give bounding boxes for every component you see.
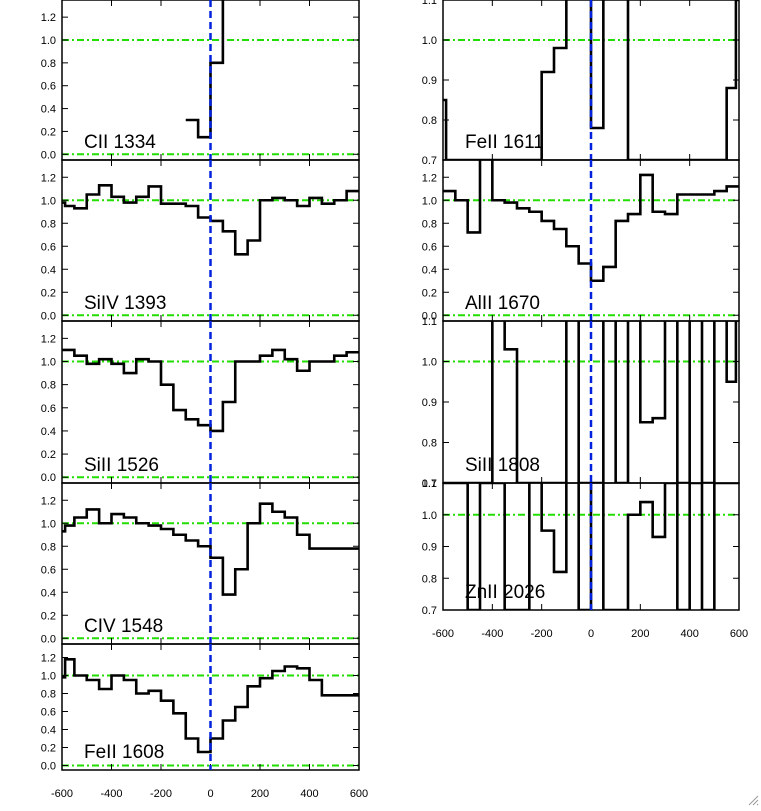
y-tick-label: 0.4 <box>41 587 56 599</box>
y-tick-label: 1.0 <box>422 35 437 47</box>
panel-siii-1526: 0.0 0.2 0.4 0.6 0.8 1.0 1.2 SiII 1526 <box>41 320 360 484</box>
panel-label: SiIV 1393 <box>84 293 166 314</box>
panel-label: FeII 1608 <box>84 742 164 763</box>
x-tick-label: 400 <box>680 628 698 640</box>
y-tick-label: 0.0 <box>41 472 56 484</box>
y-tick-label: 1.2 <box>422 172 437 184</box>
spectrum-series <box>62 502 359 596</box>
y-tick-label: 0.4 <box>41 725 56 737</box>
y-tick-label: 0.8 <box>41 218 56 230</box>
y-tick-label: 0.6 <box>41 707 56 719</box>
panel-znii-2026: 0.7 0.8 0.9 1.0 1.1 ZnII 2026 -600 -400 -200 0 200… <box>422 478 748 640</box>
panel-alii-1670: 0.0 0.2 0.4 0.6 0.8 1.0 1.2 AlII 1670 <box>422 159 740 322</box>
panel-label: SiII 1526 <box>84 455 159 476</box>
y-tick-label: 0.8 <box>422 115 437 127</box>
y-tick-label: 1.0 <box>41 357 56 369</box>
x-tick-label: -600 <box>432 628 454 640</box>
panel-label: ZnII 2026 <box>465 582 545 603</box>
panel-label: SiII 1808 <box>465 455 540 476</box>
y-tick-label: 0.9 <box>422 397 437 409</box>
x-tick-label: -600 <box>51 788 73 800</box>
panel-cii-1334: 0.0 0.2 0.4 0.6 0.8 1.0 1.2 CII 1334 <box>41 0 360 161</box>
panel-label: FeII 1611 <box>465 132 544 153</box>
y-tick-label: 0.7 <box>422 155 437 167</box>
y-tick-label: 0.4 <box>422 264 437 276</box>
y-tick-label: 0.7 <box>422 478 437 490</box>
y-tick-label: 0.0 <box>41 310 56 322</box>
y-tick-label: 1.2 <box>41 333 56 345</box>
y-tick-label: 1.2 <box>41 12 56 24</box>
y-tick-label: 0.2 <box>41 449 56 461</box>
y-tick-label: 0.7 <box>422 605 437 617</box>
y-tick-label: 1.0 <box>422 357 437 369</box>
y-tick-label: 1.0 <box>41 518 56 530</box>
x-tick-label: 600 <box>350 788 368 800</box>
y-tick-label: 0.2 <box>41 287 56 299</box>
panel-siiv-1393: 0.0 0.2 0.4 0.6 0.8 1.0 1.2 SiIV 1393 <box>41 159 360 322</box>
x-tick-label: 0 <box>207 788 213 800</box>
panel-feii-1608: 0.0 0.2 0.4 0.6 0.8 1.0 1.2 FeII 1608 -600 -400 -2… <box>41 643 368 800</box>
y-tick-label: 0.4 <box>41 426 56 438</box>
x-tick-label: -400 <box>481 628 503 640</box>
x-tick-label: 0 <box>588 628 594 640</box>
panel-siii-1808: 0.7 0.8 0.9 1.0 1.1 SiII 1808 <box>422 316 740 490</box>
y-tick-label: 0.8 <box>41 689 56 701</box>
panel-label: CIV 1548 <box>84 616 163 637</box>
y-tick-label: 0.8 <box>41 541 56 553</box>
y-tick-label: 0.8 <box>422 218 437 230</box>
y-tick-label: 0.0 <box>41 761 56 773</box>
spectrum-series <box>185 0 225 139</box>
y-tick-label: 0.6 <box>422 241 437 253</box>
y-tick-label: 0.9 <box>422 75 437 87</box>
spectrum-series <box>62 348 359 433</box>
y-tick-label: 0.9 <box>422 542 437 554</box>
y-tick-label: 0.2 <box>422 287 437 299</box>
y-tick-label: 0.6 <box>41 81 56 93</box>
x-tick-label: 600 <box>730 628 748 640</box>
y-tick-label: 0.6 <box>41 241 56 253</box>
y-tick-label: 1.0 <box>41 671 56 683</box>
y-tick-label: 0.8 <box>422 438 437 450</box>
panel-feii-1611: 0.7 0.8 0.9 1.0 1.1 FeII 1611 <box>422 0 740 167</box>
x-tick-label: -200 <box>531 628 553 640</box>
x-tick-label: 200 <box>251 788 269 800</box>
y-tick-label: 1.0 <box>422 195 437 207</box>
spectrum-series <box>443 321 738 483</box>
y-tick-label: 1.1 <box>422 0 437 7</box>
y-tick-label: 0.2 <box>41 126 56 138</box>
x-tick-label: 400 <box>300 788 318 800</box>
spectrum-series <box>443 483 739 610</box>
resize-grip-icon[interactable] <box>747 793 759 806</box>
y-tick-label: 1.1 <box>422 316 437 328</box>
y-tick-label: 1.0 <box>41 35 56 47</box>
x-tick-label: -200 <box>150 788 172 800</box>
panel-label: AlII 1670 <box>465 293 540 314</box>
y-tick-label: 1.2 <box>41 653 56 665</box>
spectrum-series <box>443 160 739 283</box>
y-tick-label: 0.4 <box>41 264 56 276</box>
y-tick-label: 1.2 <box>41 172 56 184</box>
x-tick-label: -400 <box>100 788 122 800</box>
y-tick-label: 0.8 <box>41 380 56 392</box>
y-tick-label: 0.0 <box>422 310 437 322</box>
y-tick-label: 1.0 <box>422 510 437 522</box>
y-tick-label: 0.4 <box>41 104 56 116</box>
spectrum-series <box>443 0 739 160</box>
y-tick-label: 1.1 <box>422 478 437 490</box>
y-tick-label: 0.0 <box>41 149 56 161</box>
y-tick-label: 0.8 <box>41 58 56 70</box>
y-tick-label: 0.6 <box>41 403 56 415</box>
y-tick-label: 0.8 <box>422 573 437 585</box>
y-tick-label: 1.0 <box>41 195 56 207</box>
spectrum-series <box>62 658 359 754</box>
panel-label: CII 1334 <box>84 132 156 153</box>
y-tick-label: 0.2 <box>41 743 56 755</box>
y-tick-label: 0.2 <box>41 610 56 622</box>
y-tick-label: 0.0 <box>41 633 56 645</box>
y-tick-label: 1.2 <box>41 495 56 507</box>
x-tick-label: 200 <box>631 628 649 640</box>
panel-civ-1548: 0.0 0.2 0.4 0.6 0.8 1.0 1.2 CIV 1548 <box>41 482 360 645</box>
y-tick-label: 0.6 <box>41 564 56 576</box>
